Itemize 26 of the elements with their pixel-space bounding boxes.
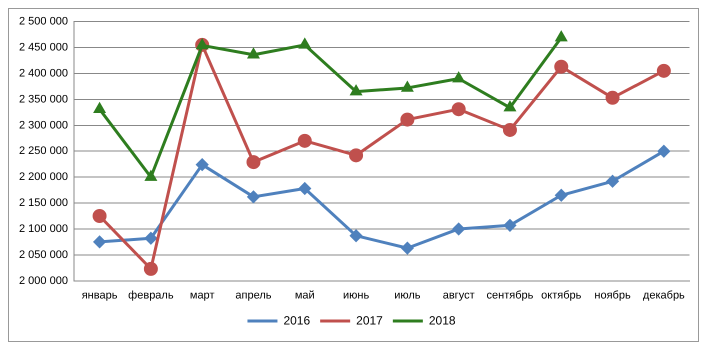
- x-tick-label: декабрь: [642, 289, 686, 302]
- y-tick-label: 2 100 000: [19, 222, 68, 235]
- legend-label: 2017: [356, 313, 384, 328]
- y-tick-label: 2 250 000: [19, 145, 68, 158]
- x-tick-label: январь: [82, 289, 118, 302]
- legend-label: 2016: [283, 313, 310, 328]
- y-tick-label: 2 200 000: [19, 171, 68, 184]
- x-tick-label: июль: [394, 289, 421, 302]
- y-tick-label: 2 500 000: [19, 16, 68, 28]
- x-tick-label: октябрь: [541, 289, 582, 302]
- x-tick-label: сентябрь: [486, 289, 534, 302]
- x-tick-label: апрель: [235, 289, 272, 302]
- legend-label: 2018: [428, 313, 456, 328]
- y-tick-label: 2 000 000: [19, 274, 68, 287]
- x-tick-label: август: [442, 289, 475, 302]
- y-tick-label: 2 350 000: [19, 93, 68, 106]
- x-tick-label: март: [190, 289, 214, 302]
- y-tick-label: 2 450 000: [19, 42, 68, 54]
- x-tick-label: ноябрь: [594, 289, 631, 302]
- y-tick-label: 2 050 000: [19, 248, 68, 261]
- y-tick-label: 2 300 000: [19, 119, 68, 132]
- x-tick-label: февраль: [128, 289, 174, 302]
- y-tick-label: 2 150 000: [19, 197, 68, 210]
- y-tick-label: 2 400 000: [19, 67, 68, 80]
- x-tick-label: май: [294, 289, 315, 302]
- x-tick-label: июнь: [342, 289, 370, 302]
